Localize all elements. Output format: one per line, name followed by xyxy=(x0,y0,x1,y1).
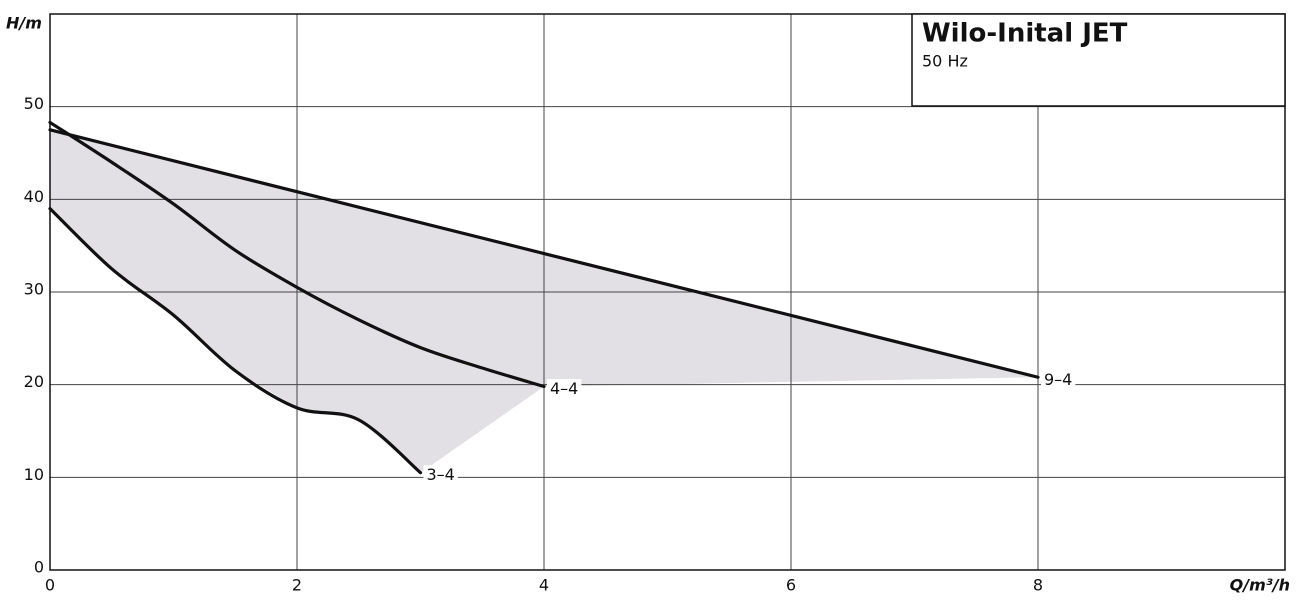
y-tick-label: 0 xyxy=(34,558,44,577)
pump-curve xyxy=(48,120,546,389)
x-axis-label: Q/m³/h xyxy=(1230,576,1290,595)
curve-label-bg xyxy=(423,465,458,485)
x-tick-label: 6 xyxy=(786,576,796,595)
y-tick-label: 30 xyxy=(24,280,44,299)
curve-label-bg xyxy=(547,379,582,399)
y-tick-label: 10 xyxy=(24,465,44,484)
pump-curve xyxy=(48,207,423,475)
chart-subtitle: 50 Hz xyxy=(922,52,968,71)
y-tick-label: 20 xyxy=(24,372,44,391)
y-axis-label: H/m xyxy=(6,14,42,33)
pump-curve xyxy=(48,128,1040,379)
plot-frame xyxy=(49,13,1286,571)
curve-label: 9–4 xyxy=(1044,370,1072,389)
curve-label-bg xyxy=(1041,369,1076,389)
title-box xyxy=(911,13,1286,107)
y-tick-label: 40 xyxy=(24,187,44,206)
chart-title: Wilo-Inital JET xyxy=(922,19,1128,49)
x-tick-label: 2 xyxy=(292,576,302,595)
x-tick-label: 8 xyxy=(1033,576,1043,595)
curve-label: 4–4 xyxy=(550,379,578,398)
x-tick-label: 0 xyxy=(45,576,55,595)
x-tick-label: 4 xyxy=(539,576,549,595)
y-tick-label: 50 xyxy=(24,94,44,113)
curve-label: 3–4 xyxy=(427,465,455,484)
